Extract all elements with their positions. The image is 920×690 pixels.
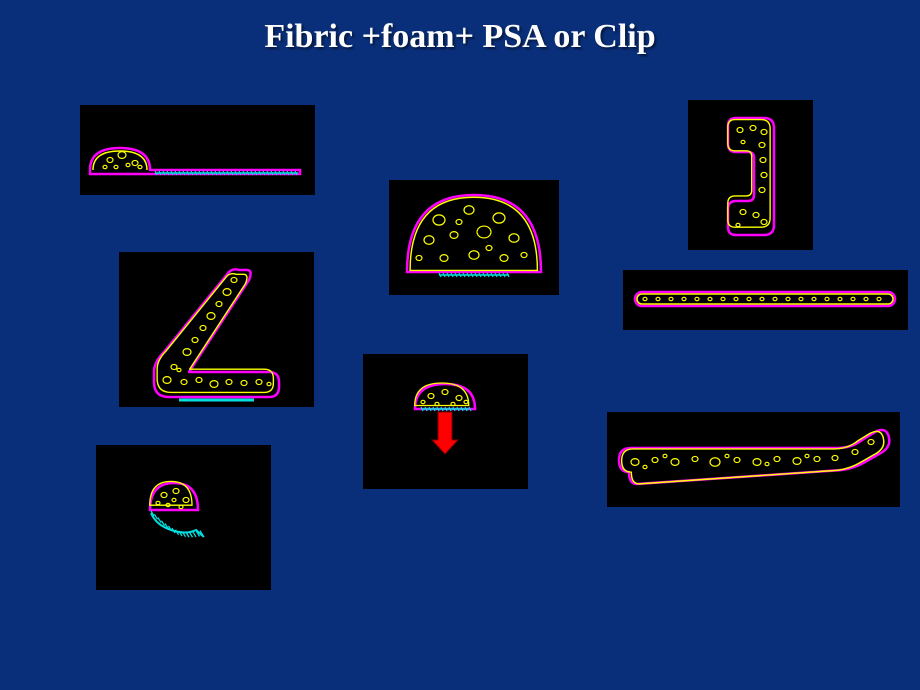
d5-dome-clip <box>363 354 528 489</box>
d7-long-thin-strip <box>623 270 908 330</box>
d2-l-shape <box>119 252 314 407</box>
d4-big-dome <box>389 180 559 295</box>
d6-phone-shape <box>688 100 813 250</box>
page-title: Fibric +foam+ PSA or Clip <box>0 18 920 56</box>
d1-dome-strip <box>80 105 315 195</box>
d8-worm-shape <box>607 412 900 507</box>
d3-dome-psa-wrap <box>96 445 271 590</box>
